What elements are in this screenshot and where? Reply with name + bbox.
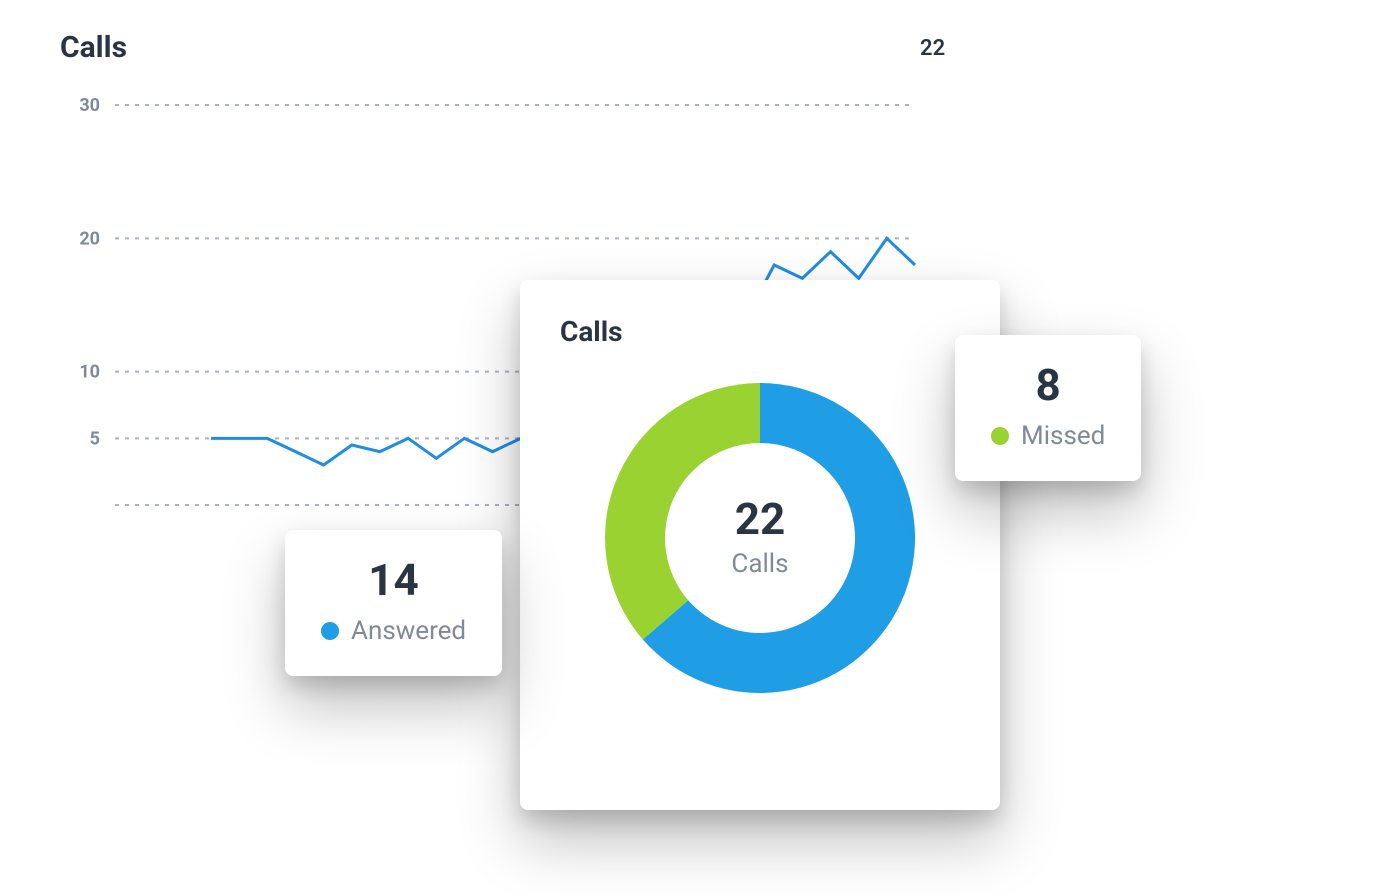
- donut-center-label: Calls: [731, 549, 788, 579]
- answered-label: Answered: [351, 616, 466, 646]
- donut-wrap: 22 Calls: [605, 383, 915, 693]
- answered-number: 14: [321, 558, 466, 602]
- missed-stat-card: 8 Missed: [955, 335, 1141, 481]
- answered-stat-card: 14 Answered: [285, 530, 502, 676]
- line-chart-title: Calls: [60, 30, 940, 65]
- svg-text:10: 10: [79, 362, 100, 383]
- calls-donut-card: Calls 22 Calls: [520, 280, 1000, 810]
- answered-row: Answered: [321, 616, 466, 646]
- missed-row: Missed: [991, 421, 1105, 451]
- missed-label: Missed: [1021, 421, 1105, 451]
- svg-text:20: 20: [79, 228, 100, 249]
- top-right-number: 22: [920, 36, 945, 61]
- donut-card-title: Calls: [560, 315, 960, 348]
- donut-center-number: 22: [735, 497, 786, 541]
- svg-text:30: 30: [79, 95, 100, 116]
- missed-dot-icon: [991, 427, 1009, 445]
- svg-text:5: 5: [90, 428, 100, 449]
- answered-dot-icon: [321, 622, 339, 640]
- missed-number: 8: [991, 363, 1105, 407]
- donut-center: 22 Calls: [605, 383, 915, 693]
- dashboard-stage: Calls 30 20 10 5 22 Calls 22 Calls 14 Answe…: [0, 0, 1383, 896]
